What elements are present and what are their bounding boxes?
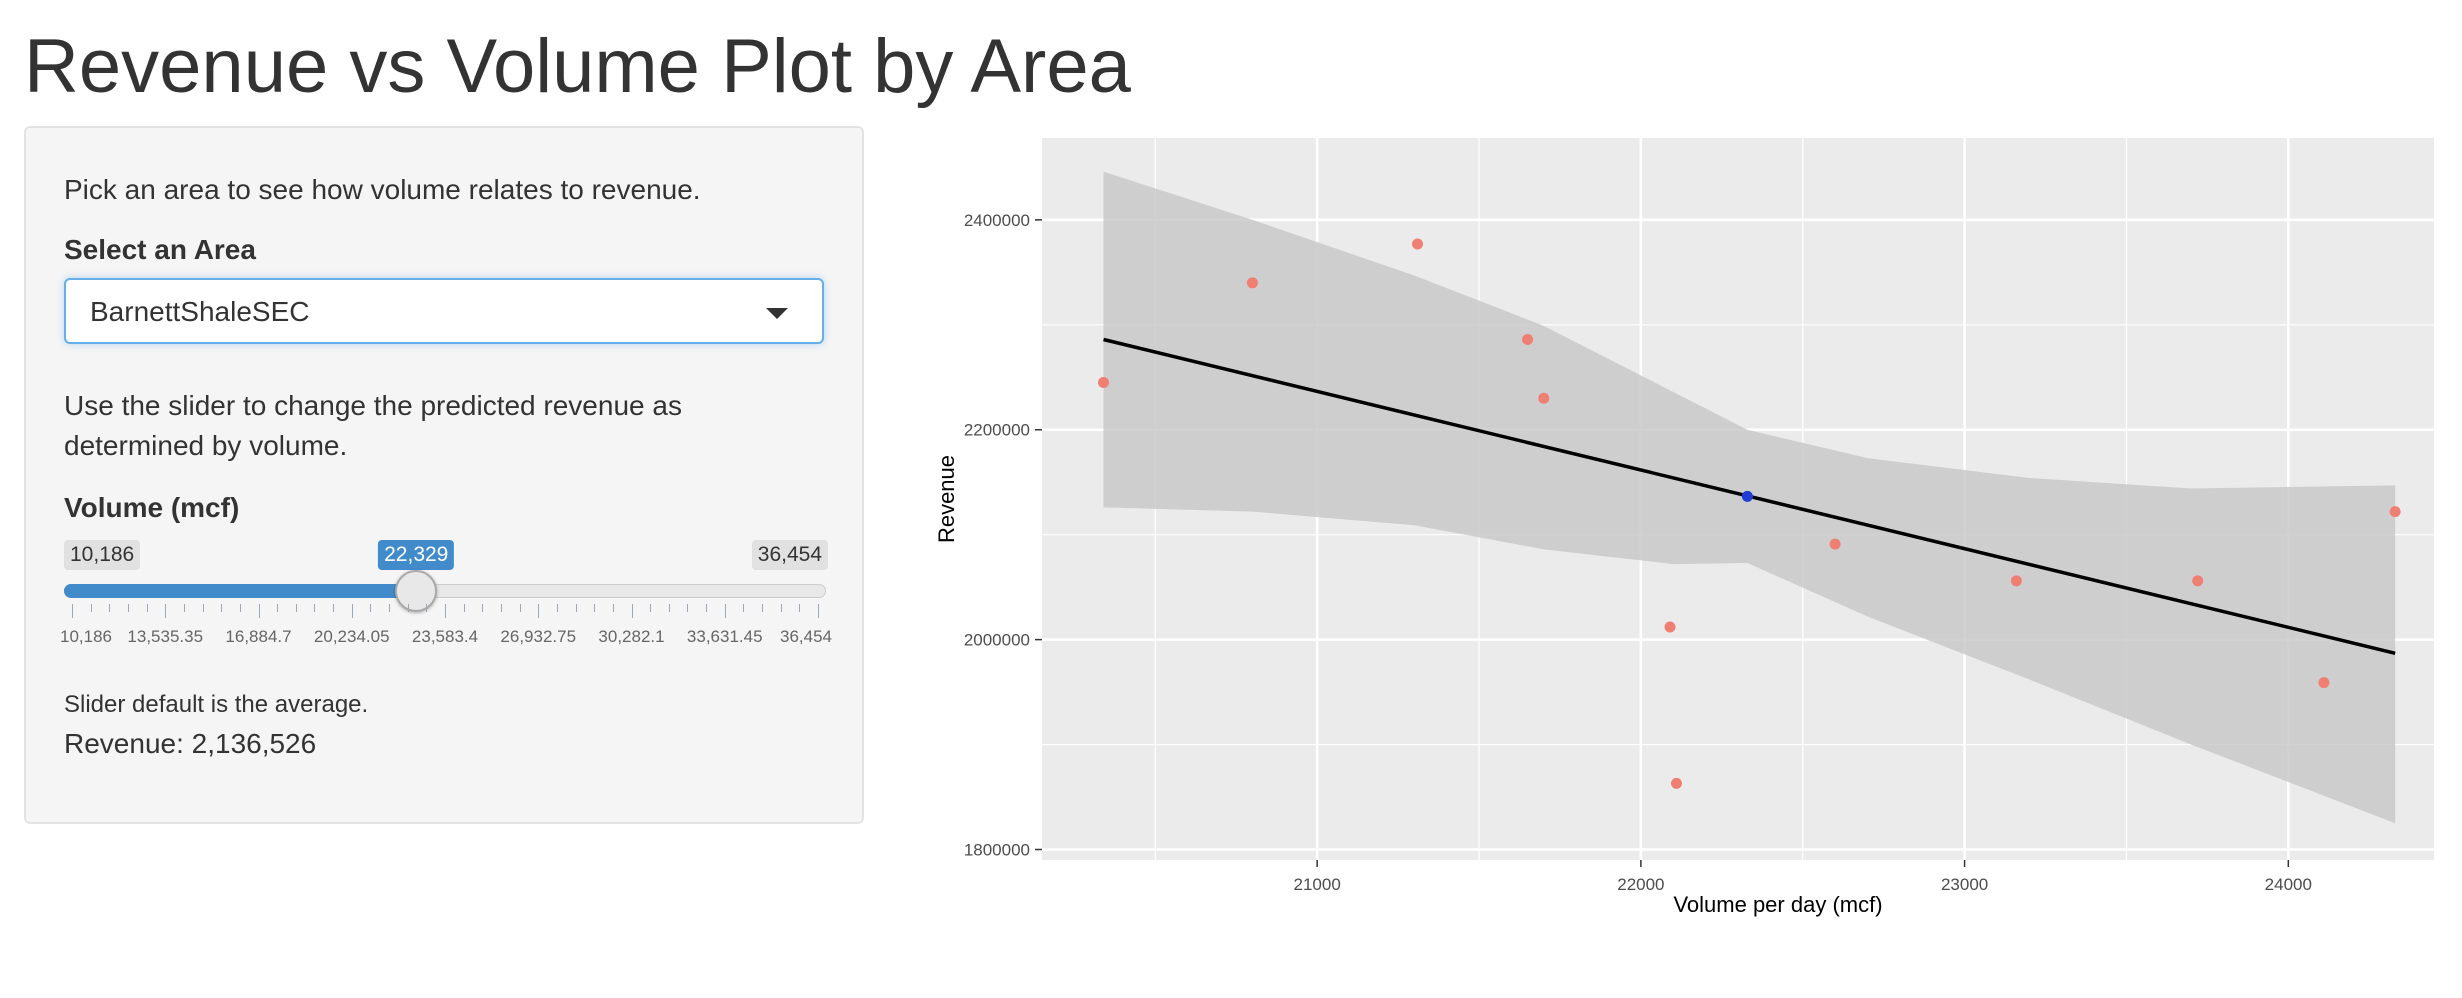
predicted-revenue: Revenue: 2,136,526 [64, 728, 317, 759]
slider-min-badge: 10,186 [64, 540, 141, 570]
sidebar-intro: Pick an area to see how volume relates t… [64, 174, 701, 205]
slider-tick [706, 604, 708, 612]
slider-tick [818, 604, 819, 618]
sidebar-panel: Pick an area to see how volume relates t… [24, 126, 864, 824]
data-point [2318, 677, 2330, 689]
slider-tick [72, 604, 73, 618]
slider-tick [612, 604, 614, 612]
slider-tick-label: 23,583.4 [411, 627, 479, 646]
data-point [1829, 538, 1841, 550]
slider-tick-label: 16,884.7 [225, 627, 292, 646]
slider-tick-label: 10,186 [60, 627, 112, 646]
area-select[interactable]: BarnettShaleSEC [64, 278, 824, 344]
slider-tick-label: 33,631.45 [686, 627, 763, 646]
slider-tick [575, 604, 577, 612]
slider-tick [389, 604, 391, 612]
data-point [1670, 777, 1682, 789]
data-point [1538, 392, 1550, 404]
slider-tick [594, 604, 596, 612]
slider-tick [127, 604, 129, 612]
slider-tick [314, 604, 316, 612]
slider-note: Slider default is the average. [64, 691, 369, 718]
slider-tick [351, 604, 353, 618]
slider-tick-label: 26,932.75 [500, 627, 577, 646]
volume-slider-label: Volume (mcf) [64, 492, 240, 523]
slider-tick [239, 604, 241, 612]
slider-value-badge: 22,329 [378, 540, 455, 570]
slider-tick-label: 30,282.1 [598, 627, 665, 646]
slider-tick [277, 604, 279, 612]
data-point [2389, 506, 2401, 518]
slider-tick [631, 604, 633, 618]
slider-tick [165, 604, 167, 618]
slider-tick-label: 36,454 [780, 627, 832, 646]
slider-tick [109, 604, 111, 612]
data-point [1246, 277, 1258, 289]
x-tick-label: 23000 [1941, 875, 1988, 894]
slider-tick [556, 604, 558, 612]
y-tick-label: 2200000 [964, 421, 1030, 440]
slider-tick [668, 604, 670, 612]
data-point [1664, 621, 1676, 633]
slider-tick [370, 604, 372, 612]
slider-tick [258, 604, 260, 618]
x-tick-label: 21000 [1294, 875, 1341, 894]
slider-tick [762, 604, 764, 612]
slider-tick [799, 604, 801, 612]
slider-tick [500, 604, 502, 612]
caret-down-icon[interactable] [766, 308, 788, 319]
y-tick-label: 2400000 [964, 211, 1030, 230]
slider-tick [146, 604, 148, 612]
slider-tick-label: 13,535.35 [127, 627, 204, 646]
slider-tick [538, 604, 540, 618]
x-tick-label: 24000 [2265, 875, 2312, 894]
y-tick-label: 1800000 [964, 841, 1030, 860]
area-select-label: Select an Area [64, 234, 256, 265]
slider-tick [780, 604, 782, 612]
slider-help-text: Use the slider to change the predicted r… [64, 390, 682, 461]
slider-tick-label: 20,234.05 [313, 627, 390, 646]
slider-tick [519, 604, 521, 612]
data-point [1522, 333, 1534, 345]
data-point [1412, 238, 1424, 250]
slider-handle[interactable] [395, 570, 438, 612]
slider-tick [221, 604, 223, 612]
slider-tick [687, 604, 689, 612]
area-select-value: BarnettShaleSEC [90, 296, 310, 327]
slider-tick [743, 604, 745, 612]
x-tick-label: 22000 [1617, 875, 1664, 894]
prediction-point [1741, 490, 1753, 502]
slider-tick [295, 604, 297, 612]
slider-tick [202, 604, 204, 612]
y-axis-title: Revenue [934, 455, 959, 543]
y-tick-label: 2000000 [964, 631, 1030, 650]
slider-tick [407, 604, 409, 612]
data-point [2010, 575, 2022, 587]
slider-tick [333, 604, 335, 612]
slider-tick [482, 604, 484, 612]
slider-tick [724, 604, 726, 618]
slider-tick [463, 604, 465, 612]
x-axis-title: Volume per day (mcf) [1673, 892, 1882, 917]
slider-tick [90, 604, 92, 612]
slider-fill [64, 584, 417, 598]
slider-max-badge: 36,454 [751, 540, 828, 570]
data-point [2192, 575, 2204, 587]
slider-tick [650, 604, 652, 612]
data-point [1098, 377, 1110, 389]
slider-tick [183, 604, 185, 612]
slider-tick [426, 604, 428, 612]
volume-slider[interactable]: 10,186 36,454 22,329 10,186 13,535.35 16,8… [60, 536, 832, 656]
slider-tick [445, 604, 446, 618]
page-title: Revenue vs Volume Plot by Area [24, 24, 1131, 109]
